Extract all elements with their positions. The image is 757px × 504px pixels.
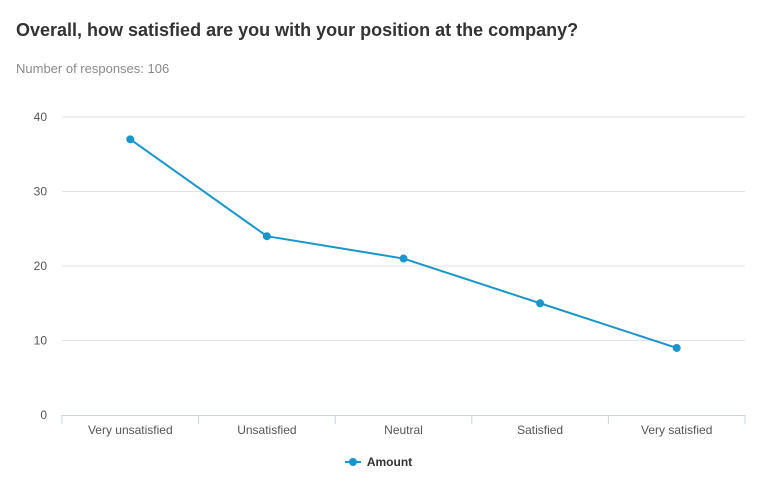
x-tick-label: Very unsatisfied [88, 423, 173, 437]
y-tick-label: 30 [34, 185, 48, 199]
legend-label: Amount [366, 455, 413, 469]
x-axis: Very unsatisfied Unsatisfied Neutral Satisf… [61, 415, 746, 437]
gridlines [62, 116, 745, 341]
series-amount[interactable] [126, 135, 681, 352]
responses-count: Number of responses: 106 [16, 61, 170, 76]
y-tick-label: 10 [34, 334, 48, 348]
data-point[interactable] [536, 299, 545, 308]
x-tick-label: Satisfied [517, 423, 563, 437]
series-line[interactable] [129, 138, 678, 349]
x-tick-label: Unsatisfied [237, 423, 296, 437]
x-tick-label: Neutral [384, 423, 423, 437]
legend-line-marker-icon [344, 457, 361, 467]
y-axis: 0 10 20 30 40 [34, 110, 48, 422]
data-point[interactable] [672, 343, 681, 352]
y-tick-label: 0 [40, 408, 47, 422]
data-point[interactable] [262, 232, 271, 241]
legend: Amount [0, 455, 757, 469]
data-point[interactable] [399, 254, 408, 263]
y-tick-label: 40 [34, 110, 48, 124]
data-point[interactable] [126, 135, 135, 144]
legend-item-amount[interactable]: Amount [344, 455, 413, 469]
y-tick-label: 20 [34, 259, 48, 273]
x-tick-label: Very satisfied [641, 423, 712, 437]
chart-title: Overall, how satisfied are you with your… [16, 20, 579, 40]
line-chart: 0 10 20 30 40 Very unsatisfied Unsatisfied Neu… [34, 110, 746, 437]
